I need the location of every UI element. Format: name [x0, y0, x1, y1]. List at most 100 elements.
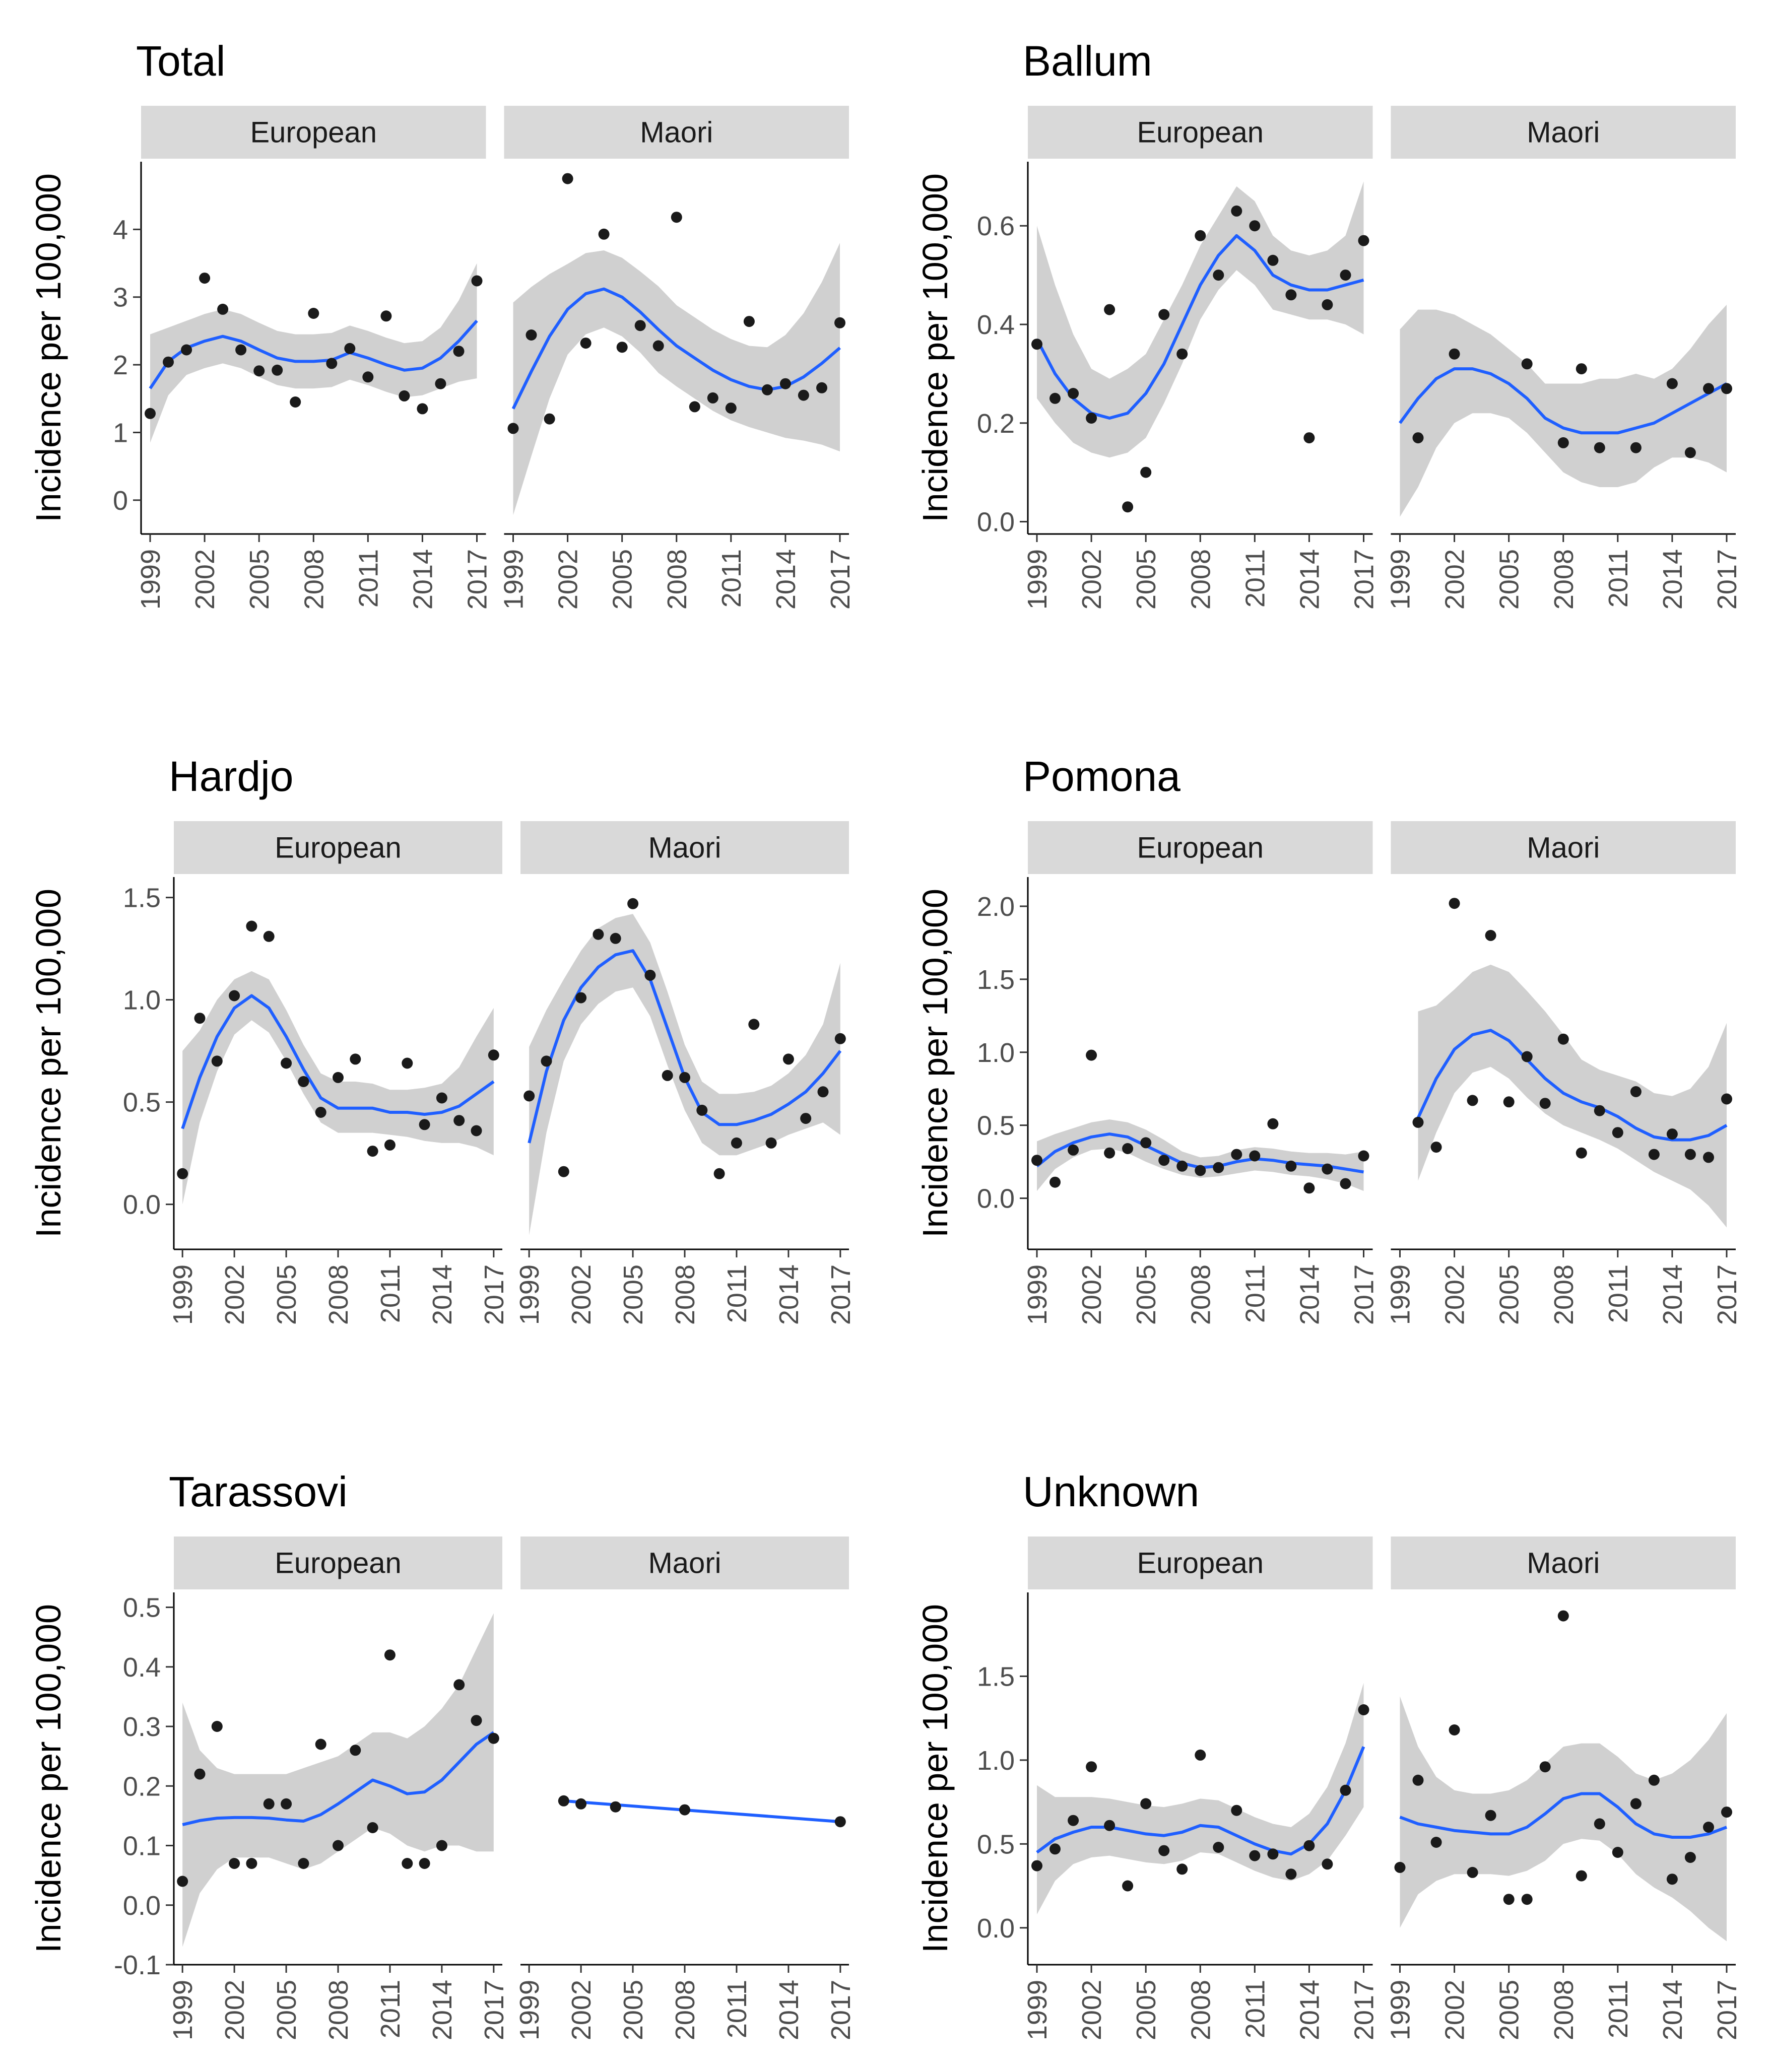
data-point [671, 212, 682, 223]
x-tick-label: 1999 [168, 1264, 198, 1325]
y-tick-label: 1.0 [977, 1038, 1015, 1068]
x-tick-label: 2017 [463, 549, 493, 610]
data-point [1140, 1137, 1152, 1149]
x-tick-label: 2002 [566, 1980, 597, 2040]
x-tick-label: 2011 [1240, 1980, 1270, 2038]
facet-strip-label: European [1137, 116, 1264, 149]
data-point [1050, 392, 1061, 404]
data-point [1322, 299, 1333, 310]
data-point [1340, 1178, 1351, 1189]
confidence-band [150, 263, 477, 443]
x-tick-label: 2011 [1240, 1264, 1270, 1323]
data-point [211, 1055, 223, 1067]
data-point [177, 1168, 188, 1179]
data-point [1630, 1798, 1642, 1810]
data-point [834, 1033, 846, 1044]
data-point [1612, 1127, 1623, 1139]
data-point [163, 356, 174, 368]
x-tick-label: 2008 [670, 1264, 700, 1325]
data-point [246, 1858, 257, 1869]
chart-title: Total [136, 37, 225, 85]
x-tick-label: 2017 [826, 1980, 856, 2040]
x-tick-label: 2017 [825, 549, 856, 610]
data-point [1430, 1837, 1442, 1848]
data-point [1068, 1815, 1079, 1826]
x-tick-label: 2008 [1186, 549, 1216, 610]
smooth-line [1399, 1792, 1728, 1839]
data-point [1521, 1051, 1533, 1062]
facet-maori: Maori 1999 2002 2005 2008 2011 2014 2017 [1386, 106, 1742, 610]
data-point [1503, 1096, 1515, 1108]
data-point [315, 1107, 326, 1118]
data-point [1630, 442, 1642, 453]
x-tick-label: 2014 [774, 1980, 804, 2040]
data-point [816, 382, 827, 393]
data-point [326, 358, 338, 369]
x-tick-label: 2014 [1294, 549, 1325, 610]
data-point [1086, 1049, 1097, 1061]
facet-strip-label: Maori [1527, 832, 1600, 864]
data-point [1412, 1774, 1424, 1786]
data-point [1594, 1105, 1605, 1116]
x-tick-label: 2017 [1349, 1264, 1380, 1325]
x-tick-label: 2005 [1494, 1264, 1525, 1325]
x-tick-label: 1999 [514, 1264, 545, 1325]
y-axis-title: Incidence per 100,000 [915, 173, 955, 522]
facet-strip [520, 1536, 849, 1589]
x-tick-label: 2014 [1658, 549, 1688, 610]
data-point [616, 342, 628, 353]
data-point [679, 1072, 690, 1083]
confidence-band [1037, 1683, 1364, 1915]
data-point [761, 384, 773, 395]
x-tick-label: 2008 [662, 549, 692, 610]
data-point [181, 344, 192, 356]
data-point [1557, 437, 1569, 448]
data-point [1086, 413, 1097, 424]
x-tick-label: 2011 [722, 1980, 752, 2038]
smooth-line [149, 319, 478, 389]
chart-title: Pomona [1023, 753, 1180, 800]
x-tick-label: 2017 [1349, 549, 1380, 610]
facet-maori: Maori 1999 2002 2005 2008 2011 2014 2017 [514, 821, 856, 1325]
data-point [1648, 1774, 1660, 1786]
x-tick-label: 2005 [1494, 1980, 1525, 2040]
facet-european: European 1999 2002 2005 2008 2011 2014 2017 [168, 821, 509, 1325]
facet-strip [1028, 106, 1373, 159]
data-point [263, 930, 275, 942]
data-point [488, 1049, 499, 1061]
data-point [402, 1057, 413, 1069]
y-axis-title: Incidence per 100,000 [29, 889, 68, 1238]
data-point [1231, 1149, 1242, 1160]
data-point [1340, 270, 1351, 281]
data-point [1104, 304, 1116, 315]
data-point [634, 320, 646, 331]
x-tick-label: 2002 [190, 549, 220, 610]
data-point [229, 1858, 240, 1869]
x-tick-label: 1999 [1386, 549, 1416, 610]
x-tick-label: 2017 [479, 1264, 509, 1325]
data-point [526, 329, 537, 341]
data-point [1303, 1840, 1315, 1851]
data-point [263, 1798, 275, 1810]
x-tick-label: 1999 [1022, 1980, 1053, 2040]
smooth-line [1416, 1029, 1728, 1142]
data-point [488, 1732, 499, 1744]
data-point [1630, 1086, 1642, 1097]
y-tick-label: 0.2 [977, 409, 1015, 439]
x-tick-label: 2002 [220, 1264, 250, 1325]
data-point [384, 1649, 396, 1661]
data-point [1684, 447, 1696, 458]
data-point [229, 990, 240, 1001]
data-point [1213, 270, 1224, 281]
data-point [1485, 929, 1496, 941]
data-point [1104, 1147, 1116, 1159]
data-point [1267, 254, 1279, 266]
y-tick-label: 0.4 [977, 310, 1015, 340]
y-tick-label: 0.0 [977, 1184, 1015, 1214]
data-point [1249, 1850, 1261, 1861]
data-point [731, 1137, 742, 1149]
data-point [1557, 1610, 1569, 1622]
